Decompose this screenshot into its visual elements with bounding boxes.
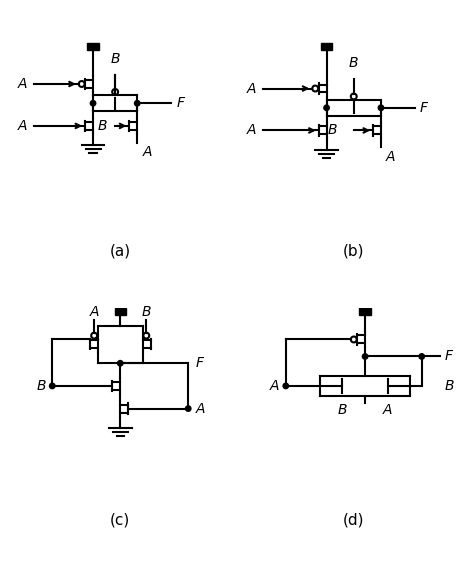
Text: (c): (c) <box>110 512 130 528</box>
Text: $B$: $B$ <box>36 379 46 393</box>
Text: $A$: $A$ <box>385 150 397 164</box>
Circle shape <box>324 105 329 111</box>
Text: $A$: $A$ <box>246 81 257 96</box>
Circle shape <box>50 383 55 388</box>
Bar <box>321 43 332 50</box>
Circle shape <box>185 406 191 411</box>
Text: $A$: $A$ <box>269 379 280 393</box>
Bar <box>359 308 371 315</box>
Text: (b): (b) <box>343 244 365 258</box>
Text: $F$: $F$ <box>419 101 429 115</box>
Text: $A$: $A$ <box>17 77 28 91</box>
Text: $F$: $F$ <box>176 96 186 110</box>
Bar <box>115 308 126 315</box>
Text: $A$: $A$ <box>17 119 28 133</box>
Text: $A$: $A$ <box>195 402 206 415</box>
Bar <box>87 43 99 50</box>
Text: $B$: $B$ <box>97 119 107 133</box>
Text: $A$: $A$ <box>382 403 393 417</box>
Circle shape <box>363 354 368 359</box>
Circle shape <box>378 105 383 111</box>
Text: $B$: $B$ <box>110 52 120 66</box>
Text: $B$: $B$ <box>327 123 338 138</box>
Text: $B$: $B$ <box>337 403 348 417</box>
Text: $F$: $F$ <box>195 356 205 370</box>
Circle shape <box>91 100 96 106</box>
Text: $A$: $A$ <box>89 305 100 319</box>
Text: $A$: $A$ <box>246 123 257 138</box>
Text: (d): (d) <box>343 512 365 528</box>
Circle shape <box>118 360 123 366</box>
Text: $B$: $B$ <box>348 56 359 70</box>
Text: (a): (a) <box>109 244 131 258</box>
Circle shape <box>135 100 140 106</box>
Text: $B$: $B$ <box>141 305 152 319</box>
Circle shape <box>419 354 424 359</box>
Text: $B$: $B$ <box>445 379 455 393</box>
Text: $F$: $F$ <box>445 350 455 363</box>
Circle shape <box>283 383 289 388</box>
Text: $A$: $A$ <box>142 145 153 159</box>
